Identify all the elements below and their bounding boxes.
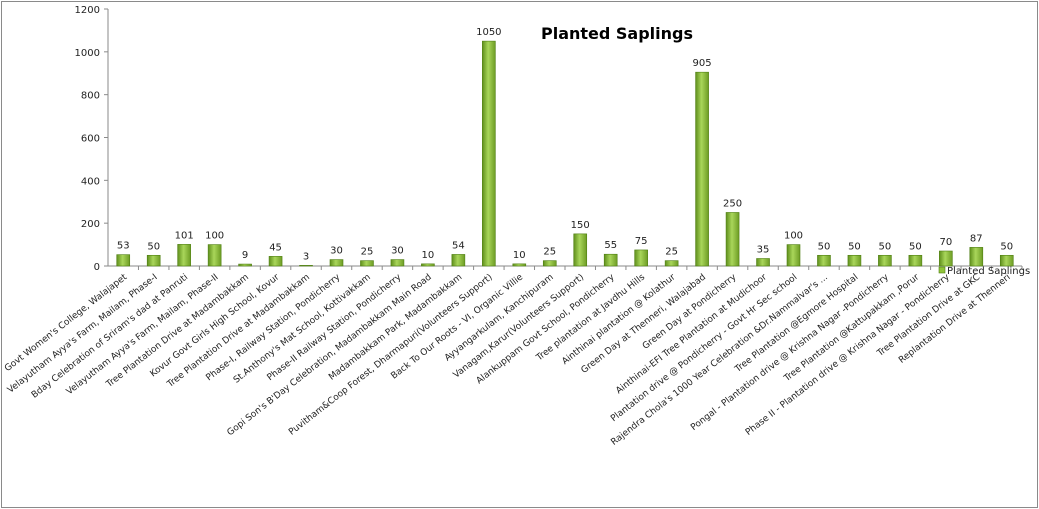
data-label: 9	[242, 250, 248, 261]
x-category-label: Replantation Drive at Thenneri	[897, 272, 1012, 365]
bar	[695, 71, 709, 267]
y-tick-label: 0	[94, 262, 100, 273]
bar	[878, 254, 892, 267]
bar	[573, 233, 588, 267]
data-label: 50	[848, 241, 861, 252]
bar	[421, 263, 435, 267]
legend: Planted Saplings	[938, 266, 1030, 277]
bar	[939, 250, 953, 267]
data-label: 30	[330, 246, 343, 257]
y-tick-label: 400	[81, 176, 100, 187]
bar	[177, 244, 191, 267]
data-label: 3	[303, 251, 309, 262]
x-category-label: Pongal - Plantation drive @ Krishna Naga…	[689, 272, 891, 433]
data-label: 70	[939, 237, 952, 248]
bar	[542, 260, 557, 267]
bar	[786, 244, 801, 267]
y-tick-label: 800	[81, 91, 100, 102]
data-label: 100	[784, 231, 803, 242]
data-label: 54	[452, 240, 465, 251]
data-label: 10	[422, 250, 435, 261]
legend-swatch	[938, 266, 946, 274]
data-label: 905	[693, 58, 712, 69]
data-label: 101	[175, 230, 194, 241]
y-tick-label: 1000	[75, 48, 100, 59]
bar	[451, 254, 466, 267]
data-label: 50	[909, 241, 922, 252]
bar	[999, 254, 1014, 267]
bar	[207, 244, 222, 267]
bar	[969, 247, 984, 267]
y-tick-label: 200	[81, 219, 100, 230]
data-label: 10	[513, 250, 526, 261]
bar	[390, 259, 405, 267]
bar	[512, 263, 527, 267]
bar	[634, 249, 648, 267]
legend-label: Planted Saplings	[947, 266, 1030, 277]
bar	[603, 253, 618, 267]
data-label: 50	[147, 241, 160, 252]
data-label: 50	[879, 241, 892, 252]
data-label: 50	[1000, 241, 1013, 252]
chart-title: Planted Saplings	[541, 24, 693, 43]
bar	[146, 254, 161, 267]
bar	[847, 254, 862, 267]
y-tick-label: 600	[81, 134, 100, 145]
bar	[329, 259, 344, 267]
bar	[482, 40, 496, 267]
data-label: 53	[117, 241, 130, 252]
bar	[725, 212, 740, 267]
data-labels: 53 50 101 100 9 45 3 30 25 30 10 54 1050 10 25 150 55 75 2…	[117, 27, 1013, 262]
data-label: 75	[635, 236, 648, 247]
bar	[756, 258, 770, 267]
bar	[238, 263, 252, 267]
bar	[360, 260, 374, 267]
x-axis-category-labels: Govt Women's College, WalajapetVelayutha…	[3, 272, 1013, 448]
data-label: 150	[571, 220, 590, 231]
data-label: 1050	[476, 27, 501, 38]
data-label: 250	[723, 198, 742, 209]
bar	[908, 254, 923, 267]
data-label: 25	[361, 247, 374, 258]
data-label: 50	[818, 241, 831, 252]
bars	[116, 40, 1023, 270]
data-label: 87	[970, 233, 983, 244]
data-label: 45	[269, 242, 282, 253]
bar	[116, 254, 131, 267]
bar	[268, 256, 283, 267]
data-label: 25	[543, 247, 556, 258]
data-label: 35	[757, 245, 770, 256]
y-tick-label: 1200	[75, 5, 100, 16]
axes	[107, 9, 1022, 267]
data-label: 55	[604, 240, 617, 251]
data-label: 25	[665, 247, 678, 258]
y-axis-ticks: 0 200 400 600 800 1000 1200	[75, 5, 108, 273]
bar	[299, 265, 313, 267]
data-label: 100	[205, 231, 224, 242]
bar	[664, 260, 679, 267]
data-label: 30	[391, 246, 404, 257]
bar	[817, 254, 831, 267]
